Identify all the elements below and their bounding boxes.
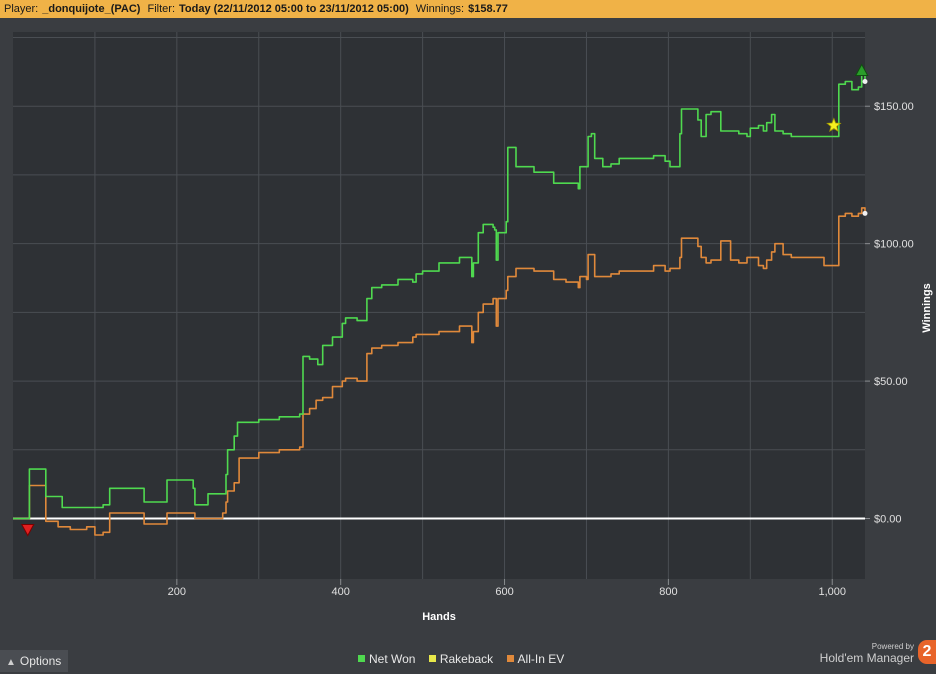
legend-label: Rakeback: [439, 652, 494, 666]
y-tick-label: $100.00: [874, 239, 914, 251]
series-end-point: [862, 78, 868, 84]
winnings-chart: 200 400 600 800 1,000 $0.00 $50.00 $100.00 $150…: [13, 32, 933, 623]
x-tick-label: 400: [332, 586, 350, 598]
filter-value: Today (22/11/2012 05:00 to 23/11/2012 05…: [179, 3, 409, 15]
legend-item-net-won[interactable]: Net Won: [358, 652, 415, 666]
y-tick-label: $0.00: [874, 514, 902, 526]
player-value: _donquijote_(PAC): [42, 3, 141, 15]
options-button[interactable]: ▲ Options: [0, 650, 68, 672]
powered-by-text: Powered by: [871, 642, 914, 651]
plot-area: [13, 32, 865, 579]
player-label: Player:: [4, 3, 39, 15]
options-label: Options: [19, 654, 62, 668]
y-axis-ticks: $0.00 $50.00 $100.00 $150.00: [865, 101, 914, 526]
min-marker-down-triangle: [20, 524, 35, 537]
x-tick-label: 800: [659, 586, 677, 598]
legend-swatch: [506, 655, 514, 662]
winnings-value: $158.77: [468, 3, 508, 15]
winnings-label: Winnings:: [415, 3, 465, 15]
star-marker: [826, 117, 842, 132]
series-end-point: [862, 210, 868, 216]
legend-label: All-In EV: [517, 652, 565, 666]
x-axis-ticks: 200 400 600 800 1,000: [168, 579, 846, 598]
brand-badge: 2: [918, 640, 936, 664]
grid: [13, 32, 865, 579]
brand-name: Hold'em Manager: [819, 651, 914, 665]
chart-legend: Net Won Rakeback All-In EV: [358, 652, 574, 668]
footer-bar: ▲ Options Net Won Rakeback All-In EV Powe…: [0, 640, 936, 674]
legend-item-rakeback[interactable]: Rakeback: [428, 652, 494, 666]
x-tick-label: 1,000: [818, 586, 846, 598]
x-axis-label: Hands: [422, 611, 456, 623]
legend-swatch: [428, 655, 436, 662]
y-tick-label: $50.00: [874, 376, 908, 388]
series-line-all-in-ev: [13, 207, 866, 536]
chevron-up-icon: ▲: [6, 657, 16, 668]
series-line-net-won: [13, 72, 866, 520]
legend-swatch: [358, 655, 365, 662]
max-marker-up-triangle: [854, 63, 869, 76]
y-axis-label: Winnings: [921, 283, 933, 332]
filter-label: Filter:: [147, 3, 176, 15]
x-tick-label: 600: [495, 586, 513, 598]
y-tick-label: $150.00: [874, 101, 914, 113]
x-tick-label: 200: [168, 586, 186, 598]
series-lines: [13, 72, 868, 536]
chart-markers: [20, 63, 869, 537]
header-bar: Player: _donquijote_(PAC) Filter: Today (2…: [0, 0, 936, 18]
legend-label: Net Won: [369, 652, 416, 666]
brand-logo: Powered by Hold'em Manager: [820, 642, 914, 665]
legend-item-allin-ev[interactable]: All-In EV: [506, 652, 565, 666]
